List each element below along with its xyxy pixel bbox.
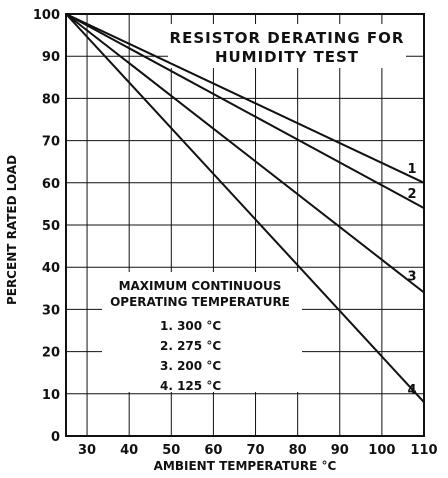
x-tick-label: 40	[120, 443, 138, 458]
series-line-1	[65, 13, 425, 184]
y-tick-labels: 0 10 20 30 40 50 60 70 80 90 100	[33, 8, 60, 445]
series-group: 1 2 3 4	[65, 13, 425, 403]
series-label-1: 1	[407, 162, 416, 177]
series-label-3: 3	[407, 270, 416, 285]
y-tick-label: 0	[51, 430, 60, 445]
chart-title-line-1: RESISTOR DERATING FOR	[170, 29, 405, 47]
legend-title-line-2: OPERATING TEMPERATURE	[110, 295, 290, 309]
x-tick-label: 110	[410, 443, 437, 458]
x-tick-label: 100	[368, 443, 395, 458]
plot-frame	[65, 13, 425, 437]
y-tick-label: 50	[42, 219, 60, 234]
chart-title-line-2: HUMIDITY TEST	[215, 48, 359, 66]
legend-item-4: 4. 125 °C	[160, 379, 221, 393]
x-tick-label: 60	[204, 443, 222, 458]
series-label-2: 2	[407, 187, 416, 202]
series-line-3	[65, 13, 425, 294]
legend-item-3: 3. 200 °C	[160, 359, 221, 373]
legend-item-1: 1. 300 °C	[160, 319, 221, 333]
y-tick-label: 70	[42, 135, 60, 150]
y-tick-label: 20	[42, 346, 60, 361]
series-line-4	[65, 13, 425, 403]
x-tick-label: 90	[331, 443, 349, 458]
x-axis-label: AMBIENT TEMPERATURE °C	[154, 459, 337, 473]
title-box	[168, 24, 406, 68]
y-tick-label: 40	[42, 261, 60, 276]
y-tick-label: 100	[33, 8, 60, 23]
legend-box	[102, 272, 302, 392]
x-tick-label: 30	[78, 443, 96, 458]
y-tick-label: 30	[42, 303, 60, 318]
series-line-2	[65, 13, 425, 209]
y-tick-label: 90	[42, 50, 60, 65]
y-tick-label: 80	[42, 92, 60, 107]
y-tick-label: 10	[42, 388, 60, 403]
legend-item-2: 2. 275 °C	[160, 339, 221, 353]
x-tick-label: 50	[162, 443, 180, 458]
legend-title-line-1: MAXIMUM CONTINUOUS	[119, 279, 282, 293]
x-tick-labels: 30 40 50 60 70 80 90 100 110	[78, 443, 438, 458]
y-axis-label: PERCENT RATED LOAD	[5, 155, 19, 305]
series-label-4: 4	[407, 383, 416, 398]
x-tick-label: 70	[246, 443, 264, 458]
y-tick-label: 60	[42, 177, 60, 192]
x-tick-label: 80	[289, 443, 307, 458]
